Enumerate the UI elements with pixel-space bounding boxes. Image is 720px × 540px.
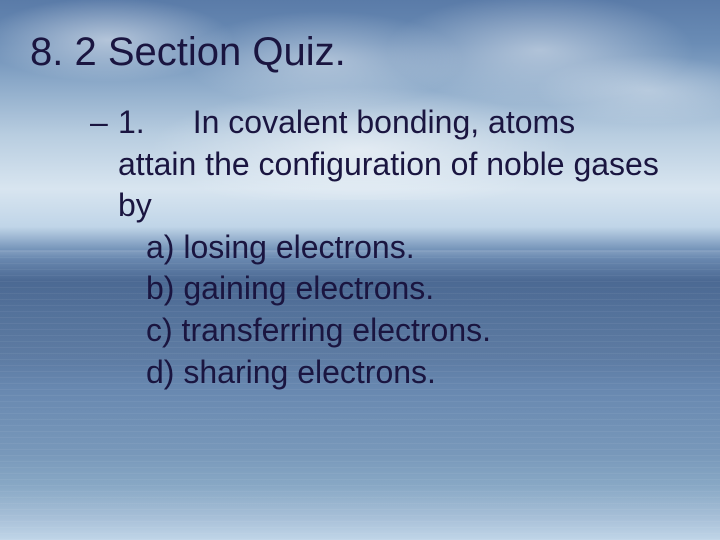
option-c: c) transferring electrons. <box>146 310 690 352</box>
slide-title: 8. 2 Section Quiz. <box>30 30 690 74</box>
slide-content: 8. 2 Section Quiz. – 1. In covalent bond… <box>0 0 720 393</box>
question-first-line: – 1. In covalent bonding, atoms <box>90 102 690 144</box>
question-stem-rest: attain the configuration of noble gases … <box>90 144 690 227</box>
option-d: d) sharing electrons. <box>146 352 690 394</box>
bullet-dash: – <box>90 102 112 144</box>
question-number: 1. <box>118 102 145 144</box>
answer-options: a) losing electrons. b) gaining electron… <box>90 227 690 393</box>
option-b: b) gaining electrons. <box>146 268 690 310</box>
slide: 8. 2 Section Quiz. – 1. In covalent bond… <box>0 0 720 540</box>
option-a: a) losing electrons. <box>146 227 690 269</box>
question-block: – 1. In covalent bonding, atoms attain t… <box>30 102 690 393</box>
question-stem-line1: In covalent bonding, atoms <box>193 102 575 144</box>
